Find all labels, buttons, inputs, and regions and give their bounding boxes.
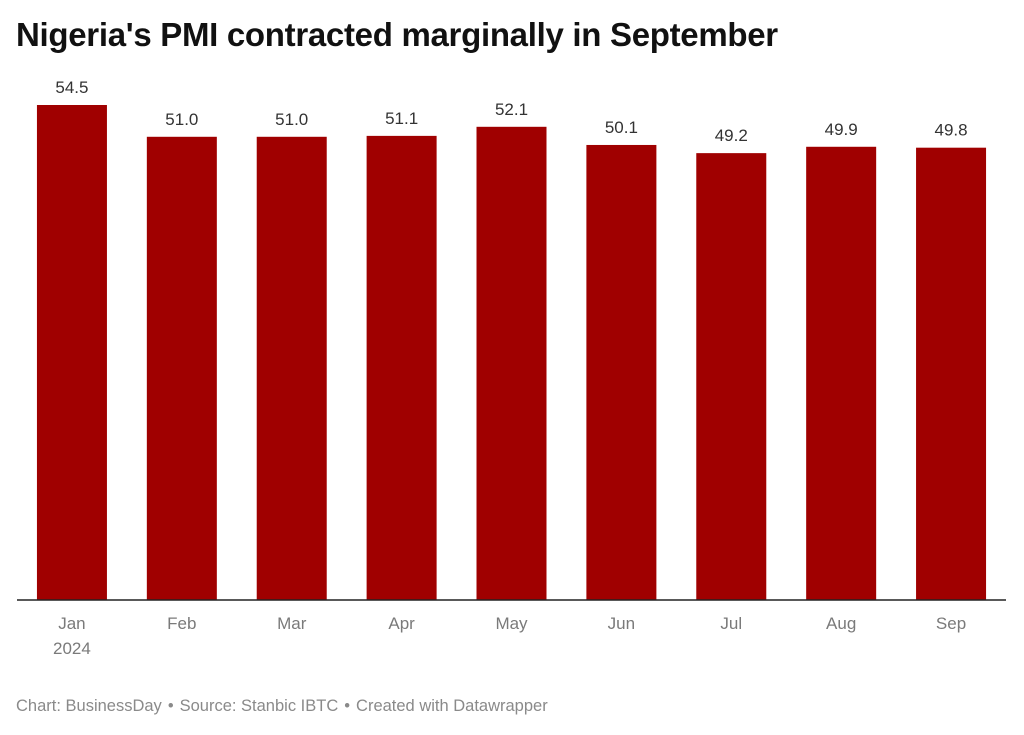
value-label-aug: 49.9 <box>825 120 858 139</box>
x-tick-label-aug: Aug <box>826 614 856 633</box>
value-label-sep: 49.8 <box>935 121 968 140</box>
created-with-link[interactable]: Created with Datawrapper <box>356 697 548 715</box>
x-tick-labels-group: Jan 2024 Feb Mar Apr May Jun Jul Aug Sep <box>53 614 966 658</box>
x-tick-label-jul: Jul <box>720 614 742 633</box>
footer-separator: • <box>344 697 351 715</box>
x-tick-sublabel-year: 2024 <box>53 639 91 658</box>
x-tick-label-mar: Mar <box>277 614 307 633</box>
x-tick-label-jan: Jan <box>58 614 85 633</box>
bars-group <box>36 105 987 601</box>
x-tick-label-jun: Jun <box>608 614 635 633</box>
bar-jul <box>696 153 767 600</box>
value-label-jan: 54.5 <box>55 78 88 97</box>
source-credit: Source: Stanbic IBTC <box>179 697 339 715</box>
bar-feb <box>146 136 217 600</box>
bar-jan <box>36 105 107 600</box>
x-tick-label-sep: Sep <box>936 614 966 633</box>
bar-may <box>476 126 547 601</box>
x-tick-label-may: May <box>495 614 528 633</box>
value-label-feb: 51.0 <box>165 110 198 129</box>
value-label-mar: 51.0 <box>275 110 308 129</box>
value-label-may: 52.1 <box>495 100 528 119</box>
bar-aug <box>806 146 877 600</box>
value-label-jul: 49.2 <box>715 126 748 145</box>
x-tick-label-apr: Apr <box>388 614 415 633</box>
value-labels-group: 54.5 51.0 51.0 51.1 52.1 50.1 49.2 49.9 49.8 <box>55 78 967 145</box>
chart-credit: Chart: BusinessDay <box>16 697 162 715</box>
bar-apr <box>366 135 437 600</box>
bar-mar <box>256 136 327 600</box>
value-label-jun: 50.1 <box>605 118 638 137</box>
bar-sep <box>916 147 987 600</box>
value-label-apr: 51.1 <box>385 109 418 128</box>
bar-jun <box>586 144 657 600</box>
chart-title: Nigeria's PMI contracted marginally in S… <box>16 16 778 53</box>
footer-separator: • <box>167 697 174 715</box>
footer: Chart: BusinessDay • Source: Stanbic IBTC •… <box>16 697 548 716</box>
x-tick-label-feb: Feb <box>167 614 196 633</box>
